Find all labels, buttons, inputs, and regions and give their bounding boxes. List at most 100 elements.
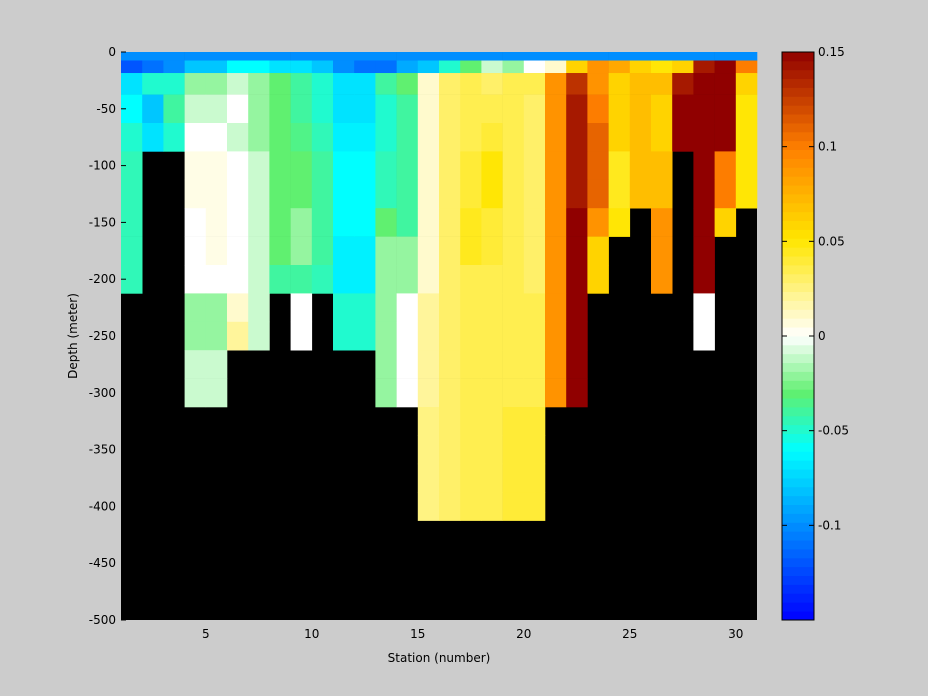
heatmap-cell bbox=[566, 94, 588, 124]
heatmap-cell bbox=[460, 407, 482, 436]
heatmap-cell bbox=[545, 151, 567, 181]
heatmap-cell bbox=[396, 123, 419, 152]
y-tick-label: -450 bbox=[89, 556, 116, 570]
colorbar-segment bbox=[782, 327, 814, 337]
heatmap-cell bbox=[566, 350, 588, 379]
heatmap-cell bbox=[545, 378, 567, 408]
heatmap-cell bbox=[651, 208, 673, 237]
heatmap-cell bbox=[227, 293, 249, 323]
heatmap-cell bbox=[502, 73, 525, 95]
heatmap-cell bbox=[587, 73, 609, 95]
heatmap-cell bbox=[566, 236, 588, 266]
colorbar-segment bbox=[782, 442, 814, 452]
heatmap-cell bbox=[205, 73, 228, 95]
heatmap-cell bbox=[460, 293, 482, 323]
colorbar-segment bbox=[782, 415, 814, 426]
heatmap-cell bbox=[545, 60, 567, 74]
heatmap-cell bbox=[523, 94, 546, 124]
colorbar-segment bbox=[782, 318, 814, 328]
heatmap-cell bbox=[693, 265, 715, 294]
heatmap-cell bbox=[502, 378, 525, 408]
colorbar-segment bbox=[782, 211, 814, 222]
heatmap-cell bbox=[735, 151, 758, 181]
heatmap-cell bbox=[248, 293, 270, 323]
heatmap-cell bbox=[248, 60, 270, 74]
heatmap-cell bbox=[333, 236, 355, 266]
heatmap-cell bbox=[502, 492, 525, 521]
heatmap-cell bbox=[439, 350, 461, 379]
heatmap-cell bbox=[227, 60, 249, 74]
heatmap-cell bbox=[629, 151, 652, 181]
heatmap-cell bbox=[693, 321, 715, 351]
heatmap-cell bbox=[439, 123, 461, 152]
heatmap-cell bbox=[333, 293, 355, 323]
heatmap-cell bbox=[227, 151, 249, 181]
heatmap-cell bbox=[460, 94, 482, 124]
heatmap-cell bbox=[545, 52, 567, 61]
colorbar-segment bbox=[782, 380, 814, 390]
heatmap-cell bbox=[523, 293, 546, 323]
heatmap-cell bbox=[587, 123, 609, 152]
heatmap-cell bbox=[502, 350, 525, 379]
heatmap-cell bbox=[460, 123, 482, 152]
heatmap-cell bbox=[481, 407, 503, 436]
heatmap-cell bbox=[481, 208, 503, 237]
heatmap-cell bbox=[184, 73, 207, 95]
heatmap-cell bbox=[545, 123, 567, 152]
colorbar-segment bbox=[782, 300, 814, 310]
colorbar-segment bbox=[782, 69, 814, 80]
heatmap-cell bbox=[417, 179, 440, 209]
heatmap-cell bbox=[269, 208, 291, 237]
heatmap-cell bbox=[248, 321, 270, 351]
heatmap-cell bbox=[693, 151, 715, 181]
colorbar-segment bbox=[782, 566, 814, 577]
heatmap-cell bbox=[460, 73, 482, 95]
heatmap-cell bbox=[396, 350, 419, 379]
heatmap-cell bbox=[587, 208, 609, 237]
heatmap-cell bbox=[290, 293, 313, 323]
heatmap-cell bbox=[481, 94, 503, 124]
colorbar-segment bbox=[782, 131, 814, 142]
heatmap-cell bbox=[587, 52, 609, 61]
colorbar-segment bbox=[782, 593, 814, 603]
y-tick-label: -150 bbox=[89, 215, 116, 229]
heatmap-cell bbox=[735, 52, 758, 61]
heatmap-cell bbox=[333, 321, 355, 351]
heatmap-cell bbox=[502, 407, 525, 436]
heatmap-cell bbox=[163, 52, 185, 61]
heatmap-cell bbox=[460, 52, 482, 61]
y-tick-label: -100 bbox=[89, 159, 116, 173]
heatmap-cell bbox=[205, 265, 228, 294]
colorbar-segment bbox=[782, 256, 814, 266]
heatmap-cell bbox=[184, 94, 207, 124]
heatmap-cell bbox=[523, 350, 546, 379]
heatmap-cell bbox=[163, 60, 185, 74]
heatmap-cell bbox=[523, 208, 546, 237]
heatmap-cell bbox=[396, 236, 419, 266]
heatmap-cell bbox=[523, 52, 546, 61]
heatmap-cell bbox=[502, 265, 525, 294]
y-axis-label: Depth (meter) bbox=[66, 293, 80, 379]
x-tick-label: 15 bbox=[410, 627, 425, 641]
heatmap-cell bbox=[227, 265, 249, 294]
colorbar-segment bbox=[782, 504, 814, 514]
heatmap-cell bbox=[142, 73, 164, 95]
colorbar-segment bbox=[782, 407, 814, 417]
heatmap-cell bbox=[396, 179, 419, 209]
heatmap-cell bbox=[502, 60, 525, 74]
y-tick-label: -400 bbox=[89, 499, 116, 513]
heatmap-cell bbox=[439, 407, 461, 436]
colorbar-segment bbox=[782, 202, 814, 213]
colorbar-segment bbox=[782, 424, 814, 435]
heatmap-cell bbox=[375, 321, 397, 351]
heatmap-cell bbox=[523, 435, 546, 465]
heatmap-cell bbox=[629, 179, 652, 209]
colorbar-segment bbox=[782, 265, 814, 275]
heatmap-cell bbox=[396, 52, 419, 61]
heatmap-cell bbox=[460, 151, 482, 181]
heatmap-cell bbox=[184, 378, 207, 408]
colorbar-segment bbox=[782, 336, 814, 346]
heatmap-cell bbox=[608, 123, 631, 152]
heatmap-cell bbox=[205, 378, 228, 408]
